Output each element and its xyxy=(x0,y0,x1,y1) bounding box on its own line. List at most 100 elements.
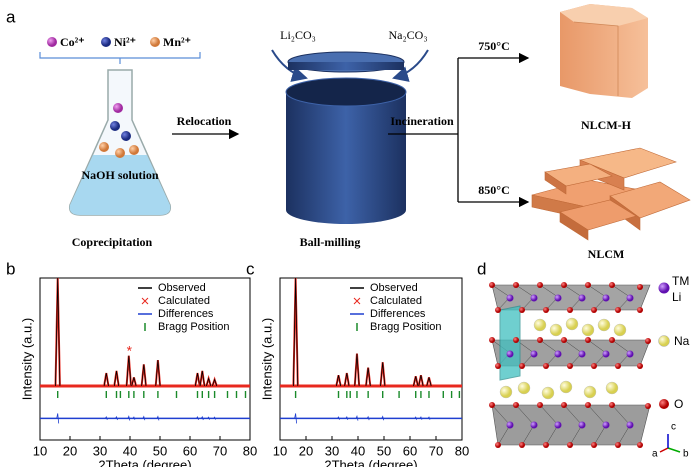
observed-peak-line xyxy=(344,372,350,387)
panel-label: b xyxy=(6,259,15,278)
x-tick-label: 30 xyxy=(325,443,339,458)
legend-swatch xyxy=(141,297,149,305)
x-tick-label: 70 xyxy=(213,443,227,458)
x-tick-label: 20 xyxy=(299,443,313,458)
x-tick-label: 10 xyxy=(273,443,287,458)
panel-a: a Co²⁺ Ni²⁺ Mn²⁺ NaOH solution Coprecipi… xyxy=(6,4,691,261)
observed-peak-line xyxy=(126,355,132,387)
jar xyxy=(286,92,406,224)
solution xyxy=(69,155,171,215)
diff-wiggle xyxy=(200,415,204,421)
axis-label: a xyxy=(652,449,658,460)
diff-wiggle xyxy=(115,415,118,421)
legend-label: Bragg Position xyxy=(158,321,230,333)
legend-label: Observed xyxy=(370,282,418,294)
x-tick-label: 80 xyxy=(455,443,469,458)
charts: b 10 20 30 40 50 60 70 80 2Theta (degree) Intensit… xyxy=(6,259,469,467)
x-axis-label: 2Theta (degree) xyxy=(324,457,417,467)
diff-wiggle xyxy=(127,415,131,421)
plot-frame xyxy=(279,277,463,441)
ion-label: Co²⁺ xyxy=(60,35,85,49)
x-tick-label: 10 xyxy=(33,443,47,458)
legend-label: Differences xyxy=(370,308,426,320)
x-tick-label: 40 xyxy=(123,443,137,458)
observed-peak-line xyxy=(103,372,109,387)
panel-d: d TM Li Na O a b c xyxy=(477,259,690,459)
hexagonal-prism xyxy=(560,4,648,98)
reagent-label: Li₂CO₃ xyxy=(280,28,316,42)
diff-wiggle xyxy=(414,416,418,420)
diff-wiggle xyxy=(156,415,160,421)
product-label: NLCM xyxy=(588,247,625,261)
ion-icon xyxy=(150,37,160,47)
xrd-chart: c 10 20 30 40 50 60 70 80 2Theta (degree) Intensit… xyxy=(246,259,469,467)
x-axis-label: 2Theta (degree) xyxy=(98,457,191,467)
diff-wiggle xyxy=(142,415,146,421)
diff-wiggle xyxy=(207,416,210,420)
diff-wiggle xyxy=(213,416,216,420)
product-label: NLCM-H xyxy=(581,118,632,132)
xrd-chart: b 10 20 30 40 50 60 70 80 2Theta (degree) Intensit… xyxy=(6,259,257,467)
x-tick-label: 80 xyxy=(243,443,257,458)
legend-label: Na xyxy=(674,334,690,348)
observed-peak-line xyxy=(141,364,147,387)
bracket xyxy=(39,52,201,64)
stage-label: Coprecipitation xyxy=(72,235,153,249)
panel-label: d xyxy=(477,259,486,278)
ion-icon xyxy=(101,37,111,47)
x-tick-label: 70 xyxy=(429,443,443,458)
legend-label: Calculated xyxy=(158,295,210,307)
axis-label: b xyxy=(683,449,689,460)
legend-label: Li xyxy=(672,290,681,304)
observed-peak-line xyxy=(354,353,360,387)
diff-wiggle xyxy=(355,414,359,421)
observed-peak-line xyxy=(335,375,342,387)
diff-wiggle xyxy=(337,416,340,420)
legend-label: Observed xyxy=(158,282,206,294)
legend-label: Differences xyxy=(158,308,214,320)
diff-wiggle xyxy=(345,416,349,421)
legend-label: Calculated xyxy=(370,295,422,307)
panel-label: a xyxy=(6,7,16,26)
temperature: 850°C xyxy=(478,183,509,197)
ion-label: Ni²⁺ xyxy=(114,35,136,49)
legend-swatch xyxy=(353,297,361,305)
observed-peak-line xyxy=(426,377,432,387)
stage-label: Ball-milling xyxy=(300,235,361,249)
ion-icon xyxy=(47,37,57,47)
observed-peak-line xyxy=(380,362,386,387)
observed-peak-line xyxy=(155,360,161,387)
panel-label: c xyxy=(246,259,255,278)
observed-peak-line xyxy=(418,375,424,387)
plot-frame xyxy=(39,277,251,441)
diff-wiggle xyxy=(132,416,136,420)
legend-label: TM xyxy=(672,274,689,288)
observed-peak-line xyxy=(206,377,212,387)
observed-peak-line xyxy=(55,277,61,387)
x-tick-label: 40 xyxy=(351,443,365,458)
observed-peak-line xyxy=(212,378,218,387)
plates xyxy=(531,147,691,241)
axis-label: c xyxy=(671,422,676,433)
observed-peak-line xyxy=(194,372,201,387)
legend-label: Bragg Position xyxy=(370,321,442,333)
diff-wiggle xyxy=(366,415,370,421)
reagent-label: Na₂CO₃ xyxy=(388,28,427,42)
observed-peak-line xyxy=(131,377,137,387)
observed-peak-line xyxy=(113,370,120,387)
observed-peak-line xyxy=(365,367,371,387)
annotation: * xyxy=(127,342,133,358)
diff-wiggle xyxy=(419,416,423,420)
y-axis-label: Intensity (a.u.) xyxy=(259,318,274,400)
x-tick-label: 50 xyxy=(377,443,391,458)
ion-label: Mn²⁺ xyxy=(163,35,191,49)
diff-wiggle xyxy=(56,413,60,424)
step-label: Incineration xyxy=(390,114,454,128)
temperature: 750°C xyxy=(478,39,509,53)
step-label: Relocation xyxy=(177,114,232,128)
x-tick-label: 60 xyxy=(403,443,417,458)
x-tick-label: 30 xyxy=(93,443,107,458)
x-tick-label: 50 xyxy=(153,443,167,458)
diff-wiggle xyxy=(381,415,385,421)
